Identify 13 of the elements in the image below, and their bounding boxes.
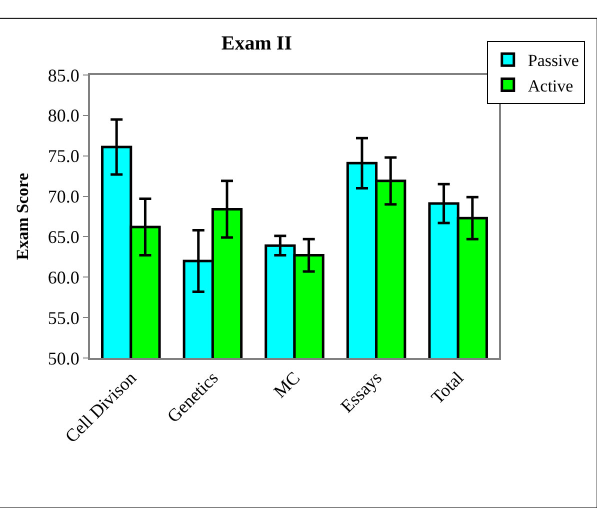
y-tick-label: 70.0	[48, 186, 80, 207]
legend-label: Active	[528, 76, 574, 96]
y-tick-label: 55.0	[48, 308, 80, 328]
y-tick-label: 80.0	[48, 106, 80, 126]
y-tick-label: 60.0	[48, 267, 80, 288]
y-tick-label: 65.0	[48, 227, 80, 248]
chart-title: Exam II	[221, 32, 292, 55]
legend-label: Passive	[528, 51, 579, 70]
y-tick-label: 85.0	[48, 65, 80, 86]
y-tick-label: 75.0	[48, 146, 80, 166]
y-tick-label: 50.0	[48, 348, 80, 368]
y-axis-title: Exam Score	[12, 172, 32, 260]
x-tick-label: MC	[270, 368, 304, 402]
